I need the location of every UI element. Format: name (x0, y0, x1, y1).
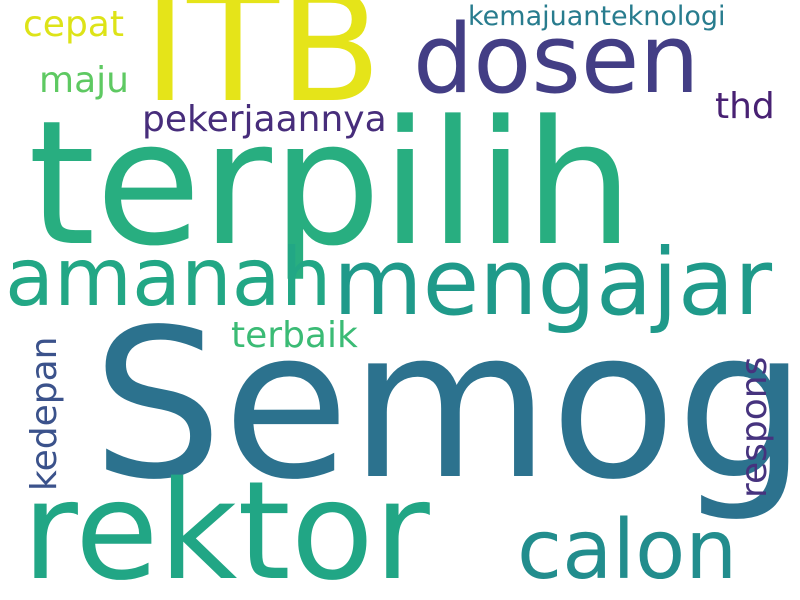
word-rektor: rektor (22, 453, 430, 600)
word-kedepan: kedepan (24, 336, 65, 491)
word-thd: thd (715, 86, 775, 127)
word-dosen: dosen (413, 5, 700, 115)
word-terbaik: terbaik (231, 315, 358, 356)
word-itb: ITB (143, 0, 382, 136)
word-amanah: amanah (5, 231, 332, 324)
word-semoga: Semoga (92, 285, 800, 525)
word-cepat: cepat (23, 4, 124, 45)
word-pekerjaannya: pekerjaannya (142, 99, 387, 140)
word-kemajuanteknologi: kemajuanteknologi (468, 1, 726, 32)
word-calon: calon (517, 503, 738, 598)
word-mengajar: mengajar (333, 229, 773, 336)
word-maju: maju (39, 60, 129, 101)
word-respons: respons (734, 356, 775, 498)
word-terpilih: terpilih (28, 83, 634, 284)
